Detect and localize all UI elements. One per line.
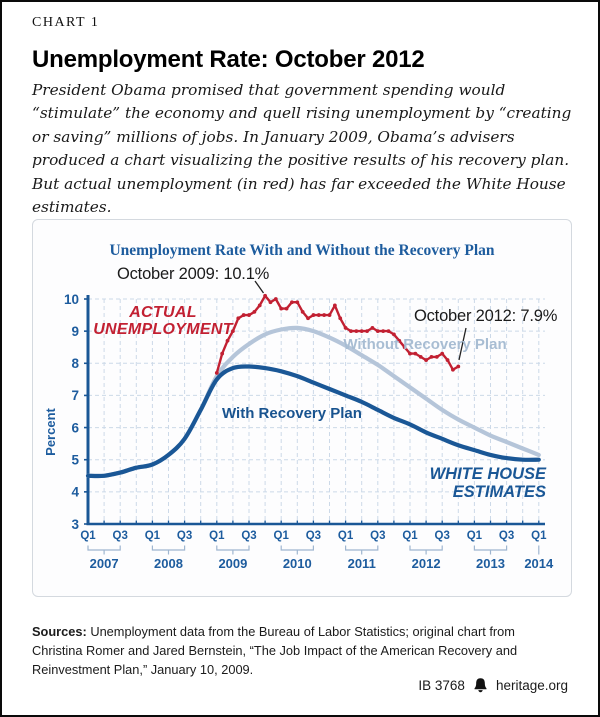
svg-text:2012: 2012	[412, 556, 441, 571]
svg-text:5: 5	[71, 453, 79, 468]
annotation-october-2012: October 2012: 7.9%	[414, 307, 558, 325]
annotation-white-house-estimates: WHITE HOUSE ESTIMATES	[430, 465, 546, 501]
white-house-estimates-line2: ESTIMATES	[452, 483, 546, 501]
svg-text:Q3: Q3	[113, 530, 128, 542]
svg-text:Q1: Q1	[402, 530, 418, 542]
series-label-actual-line1: ACTUAL	[129, 304, 197, 321]
page-title: Unemployment Rate: October 2012	[32, 46, 425, 74]
svg-text:Q3: Q3	[370, 530, 385, 542]
series	[85, 293, 541, 479]
sources-text: Unemployment data from the Bureau of Lab…	[32, 624, 518, 678]
sources-label: Sources:	[32, 624, 87, 639]
series-label-without-recovery-plan: Without Recovery Plan	[343, 336, 507, 353]
svg-text:Q3: Q3	[499, 530, 514, 542]
svg-text:Q1: Q1	[274, 530, 290, 542]
plot-svg: 3 4 5 6 7 8 9 10 Percent Q1 Q3 2007 Q1 Q3 2008 Q1 Q3 2009…	[43, 280, 554, 571]
svg-text:9: 9	[71, 324, 79, 339]
chart-kicker: CHART 1	[32, 15, 100, 30]
chart-card: 3 4 5 6 7 8 9 10 Percent Q1 Q3 2007 Q1 Q3 2008 Q1 Q3 2009…	[32, 219, 572, 597]
doc-id: IB 3768	[418, 678, 465, 693]
svg-text:Q1: Q1	[338, 530, 354, 542]
svg-text:Percent: Percent	[43, 407, 58, 455]
series-label-actual-line2: UNEMPLOYMENT	[93, 321, 233, 338]
svg-text:Q1: Q1	[80, 530, 96, 542]
x-axis-labels: Q1 Q3 2007 Q1 Q3 2008 Q1 Q3 2009 Q1 Q3 2010 Q1 Q3 2011…	[80, 530, 554, 571]
svg-text:10: 10	[64, 292, 79, 307]
svg-text:8: 8	[71, 356, 79, 371]
svg-text:7: 7	[71, 388, 79, 403]
svg-text:Q3: Q3	[306, 530, 321, 542]
svg-text:Q3: Q3	[435, 530, 450, 542]
svg-text:2014: 2014	[524, 556, 554, 571]
svg-text:3: 3	[71, 517, 79, 532]
chart-title: Unemployment Rate With and Without the R…	[109, 242, 495, 259]
series-label-actual-unemployment: ACTUAL UNEMPLOYMENT	[86, 304, 240, 338]
y-axis-labels: 3 4 5 6 7 8 9 10 Percent	[43, 292, 79, 532]
heritage-link[interactable]: heritage.org	[495, 678, 568, 693]
callout-lines	[254, 280, 467, 361]
svg-text:2008: 2008	[154, 556, 183, 571]
svg-text:Q1: Q1	[531, 530, 547, 542]
axes	[84, 295, 545, 526]
heritage-bell-icon	[474, 678, 487, 693]
svg-text:6: 6	[71, 420, 79, 435]
svg-text:Q3: Q3	[177, 530, 192, 542]
svg-text:4: 4	[71, 485, 79, 500]
grid	[88, 298, 545, 524]
white-house-estimates-line1: WHITE HOUSE	[429, 465, 546, 483]
svg-text:2011: 2011	[348, 556, 376, 571]
svg-text:2007: 2007	[90, 556, 119, 571]
svg-text:Q1: Q1	[467, 530, 483, 542]
series-label-with-recovery-plan: With Recovery Plan	[222, 405, 362, 422]
svg-text:2009: 2009	[218, 556, 247, 571]
svg-text:Q1: Q1	[209, 530, 225, 542]
sources-note: Sources: Unemployment data from the Bure…	[32, 622, 568, 680]
annotation-october-2009: October 2009: 10.1%	[117, 265, 270, 283]
deck-paragraph: President Obama promised that government…	[32, 81, 572, 216]
svg-text:Q1: Q1	[145, 530, 161, 542]
svg-text:2010: 2010	[283, 556, 312, 571]
svg-text:Q3: Q3	[241, 530, 256, 542]
footer-meta: IB 3768 heritage.org	[418, 677, 568, 694]
svg-text:2013: 2013	[476, 556, 505, 571]
